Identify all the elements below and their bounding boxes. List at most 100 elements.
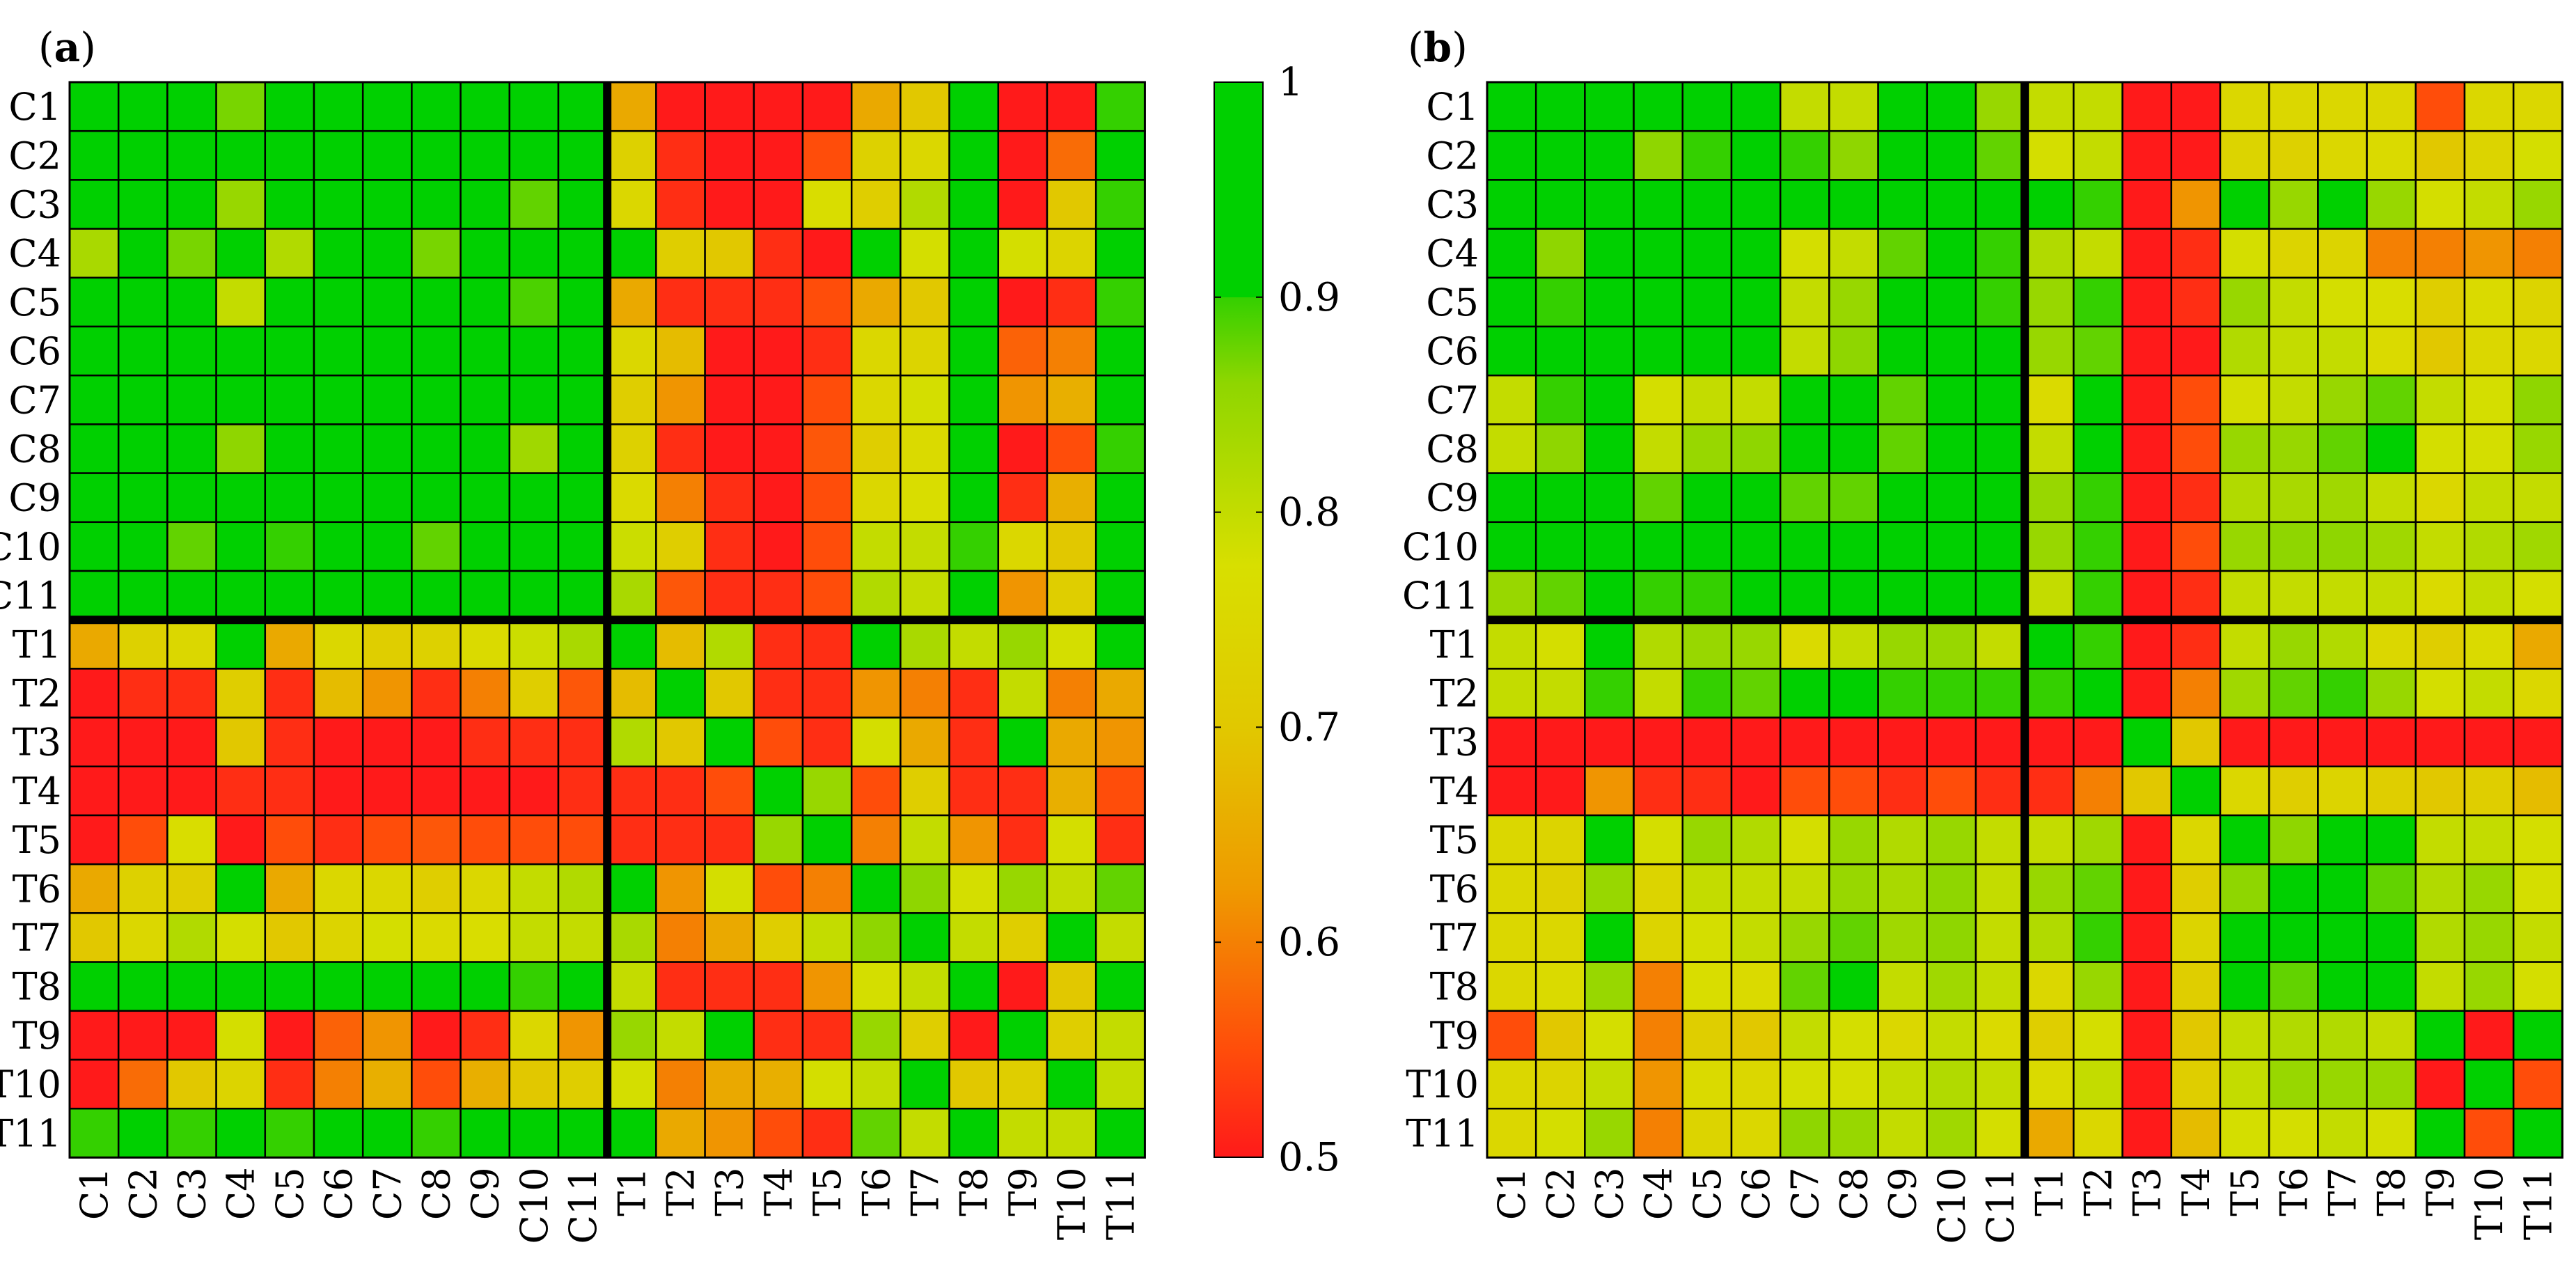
heatmap-cell-T2-T4 bbox=[753, 668, 804, 719]
heatmap-cell-T8-C7 bbox=[1779, 961, 1830, 1012]
heatmap-cell-C3-C2 bbox=[117, 179, 168, 230]
heatmap-cell-T11-C7 bbox=[361, 1107, 413, 1159]
heatmap-cell-T10-C2 bbox=[1534, 1058, 1586, 1110]
heatmap-cell-T4-C9 bbox=[1877, 765, 1929, 817]
heatmap-cell-C1-C4 bbox=[215, 81, 267, 132]
heatmap-cell-C11-C5 bbox=[264, 570, 315, 621]
heatmap-cell-C11-C7 bbox=[1779, 570, 1830, 621]
heatmap-cell-T3-C5 bbox=[264, 716, 315, 768]
heatmap-cell-T4-T6 bbox=[850, 765, 902, 817]
heatmap-cell-T9-C2 bbox=[1534, 1010, 1586, 1061]
heatmap-cell-T10-C4 bbox=[1633, 1058, 1684, 1110]
heatmap-cell-T1-T4 bbox=[753, 618, 804, 670]
heatmap-cell-C7-T2 bbox=[655, 374, 706, 425]
svg-text:(b): (b) bbox=[1408, 24, 1468, 71]
heatmap-cell-T6-T10 bbox=[2463, 863, 2515, 914]
col-label-C2: C2 bbox=[1539, 1167, 1582, 1220]
heatmap-cell-C10-T9 bbox=[2414, 521, 2466, 572]
heatmap-cell-C6-T4 bbox=[2170, 325, 2222, 377]
heatmap-cell-T10-T1 bbox=[606, 1058, 657, 1110]
heatmap-cell-T10-C10 bbox=[508, 1058, 560, 1110]
row-label-T1: T1 bbox=[13, 622, 61, 666]
heatmap-cell-C8-T6 bbox=[850, 423, 902, 474]
heatmap-cell-T1-T3 bbox=[2121, 618, 2173, 670]
heatmap-cell-T4-C7 bbox=[1779, 765, 1830, 817]
heatmap-cell-T11-C9 bbox=[1877, 1107, 1929, 1159]
heatmap-cell-C9-T2 bbox=[655, 472, 706, 524]
heatmap-cell-T1-C4 bbox=[1633, 618, 1684, 670]
heatmap-cell-C5-T6 bbox=[2268, 276, 2319, 328]
heatmap-cell-T5-C1 bbox=[1486, 814, 1537, 865]
heatmap-cell-C8-T10 bbox=[2463, 423, 2515, 474]
heatmap-cell-T1-C2 bbox=[1534, 618, 1586, 670]
heatmap-cell-C9-C7 bbox=[1779, 472, 1830, 524]
heatmap-cell-C11-C2 bbox=[1534, 570, 1586, 621]
heatmap-cell-T8-T8 bbox=[2366, 961, 2417, 1012]
heatmap-cell-C8-C3 bbox=[1584, 423, 1635, 474]
heatmap-cell-C10-T4 bbox=[2170, 521, 2222, 572]
heatmap-cell-T5-T9 bbox=[997, 814, 1049, 865]
heatmap-cell-C11-T3 bbox=[704, 570, 755, 621]
col-label-C9: C9 bbox=[1881, 1167, 1925, 1220]
heatmap-cell-C8-C8 bbox=[411, 423, 462, 474]
heatmap-cell-T11-T9 bbox=[2414, 1107, 2466, 1159]
col-label-T4: T4 bbox=[2174, 1167, 2218, 1216]
heatmap-cell-T8-C7 bbox=[361, 961, 413, 1012]
heatmap-cell-T8-C1 bbox=[68, 961, 120, 1012]
heatmap-cell-C7-C11 bbox=[557, 374, 608, 425]
heatmap-cell-C6-C5 bbox=[1681, 325, 1733, 377]
heatmap-cell-T2-C7 bbox=[1779, 668, 1830, 719]
heatmap-cell-T2-T4 bbox=[2170, 668, 2222, 719]
heatmap-cell-C7-T9 bbox=[997, 374, 1049, 425]
row-label-T6: T6 bbox=[13, 867, 61, 911]
heatmap-cell-T11-T7 bbox=[900, 1107, 950, 1159]
row-label-C11: C11 bbox=[1402, 574, 1479, 618]
heatmap-cell-T6-T6 bbox=[850, 863, 902, 914]
heatmap-cell-T6-C2 bbox=[1534, 863, 1586, 914]
heatmap-cell-T1-C4 bbox=[215, 618, 267, 670]
heatmap-cell-C5-T5 bbox=[801, 276, 853, 328]
heatmap-cell-T2-T1 bbox=[2023, 668, 2075, 719]
heatmap-cell-T4-C4 bbox=[215, 765, 267, 817]
heatmap-cell-T4-T6 bbox=[2268, 765, 2319, 817]
heatmap-cell-C1-C1 bbox=[1486, 81, 1537, 132]
heatmap-cell-C11-T3 bbox=[2121, 570, 2173, 621]
heatmap-cell-T9-C3 bbox=[166, 1010, 217, 1061]
heatmap-cell-C11-T8 bbox=[948, 570, 1000, 621]
heatmap-cell-C6-T8 bbox=[2366, 325, 2417, 377]
heatmap-cell-C8-T11 bbox=[1094, 423, 1146, 474]
heatmap-cell-C5-T1 bbox=[606, 276, 657, 328]
heatmap-cell-C5-C6 bbox=[1730, 276, 1782, 328]
heatmap-cell-C8-C11 bbox=[557, 423, 608, 474]
heatmap-cell-T1-C10 bbox=[1926, 618, 1977, 670]
heatmap-cell-C11-C4 bbox=[1633, 570, 1684, 621]
heatmap-cell-C9-C9 bbox=[460, 472, 511, 524]
heatmap-cell-T9-C7 bbox=[1779, 1010, 1830, 1061]
heatmap-cell-C8-C7 bbox=[1779, 423, 1830, 474]
heatmap-cell-C6-C7 bbox=[1779, 325, 1830, 377]
heatmap-cell-C4-T11 bbox=[2512, 228, 2563, 279]
heatmap-cell-T1-C5 bbox=[1681, 618, 1733, 670]
heatmap-cell-T6-T11 bbox=[2512, 863, 2563, 914]
heatmap-cell-T6-C8 bbox=[411, 863, 462, 914]
heatmap-cell-C5-T11 bbox=[2512, 276, 2563, 328]
heatmap-cell-T4-T1 bbox=[606, 765, 657, 817]
heatmap-cell-T1-C3 bbox=[166, 618, 217, 670]
heatmap-cell-C2-T6 bbox=[2268, 130, 2319, 181]
heatmap-cell-T8-C8 bbox=[411, 961, 462, 1012]
heatmap-cell-C6-C11 bbox=[557, 325, 608, 377]
heatmap-cell-T8-T5 bbox=[2219, 961, 2270, 1012]
heatmap-cell-T9-C2 bbox=[117, 1010, 168, 1061]
heatmap-cell-C7-C2 bbox=[117, 374, 168, 425]
heatmap-cell-T5-C8 bbox=[1828, 814, 1879, 865]
heatmap-cell-C2-C1 bbox=[1486, 130, 1537, 181]
heatmap-cell-C4-T7 bbox=[900, 228, 950, 279]
heatmap-cell-C10-C6 bbox=[313, 521, 364, 572]
heatmap-cell-C7-C4 bbox=[1633, 374, 1684, 425]
heatmap-cell-T4-C5 bbox=[1681, 765, 1733, 817]
row-label-T9: T9 bbox=[13, 1014, 61, 1058]
heatmap-cell-T5-C10 bbox=[1926, 814, 1977, 865]
heatmap-cell-C6-C10 bbox=[508, 325, 560, 377]
heatmap-cell-C4-C8 bbox=[411, 228, 462, 279]
